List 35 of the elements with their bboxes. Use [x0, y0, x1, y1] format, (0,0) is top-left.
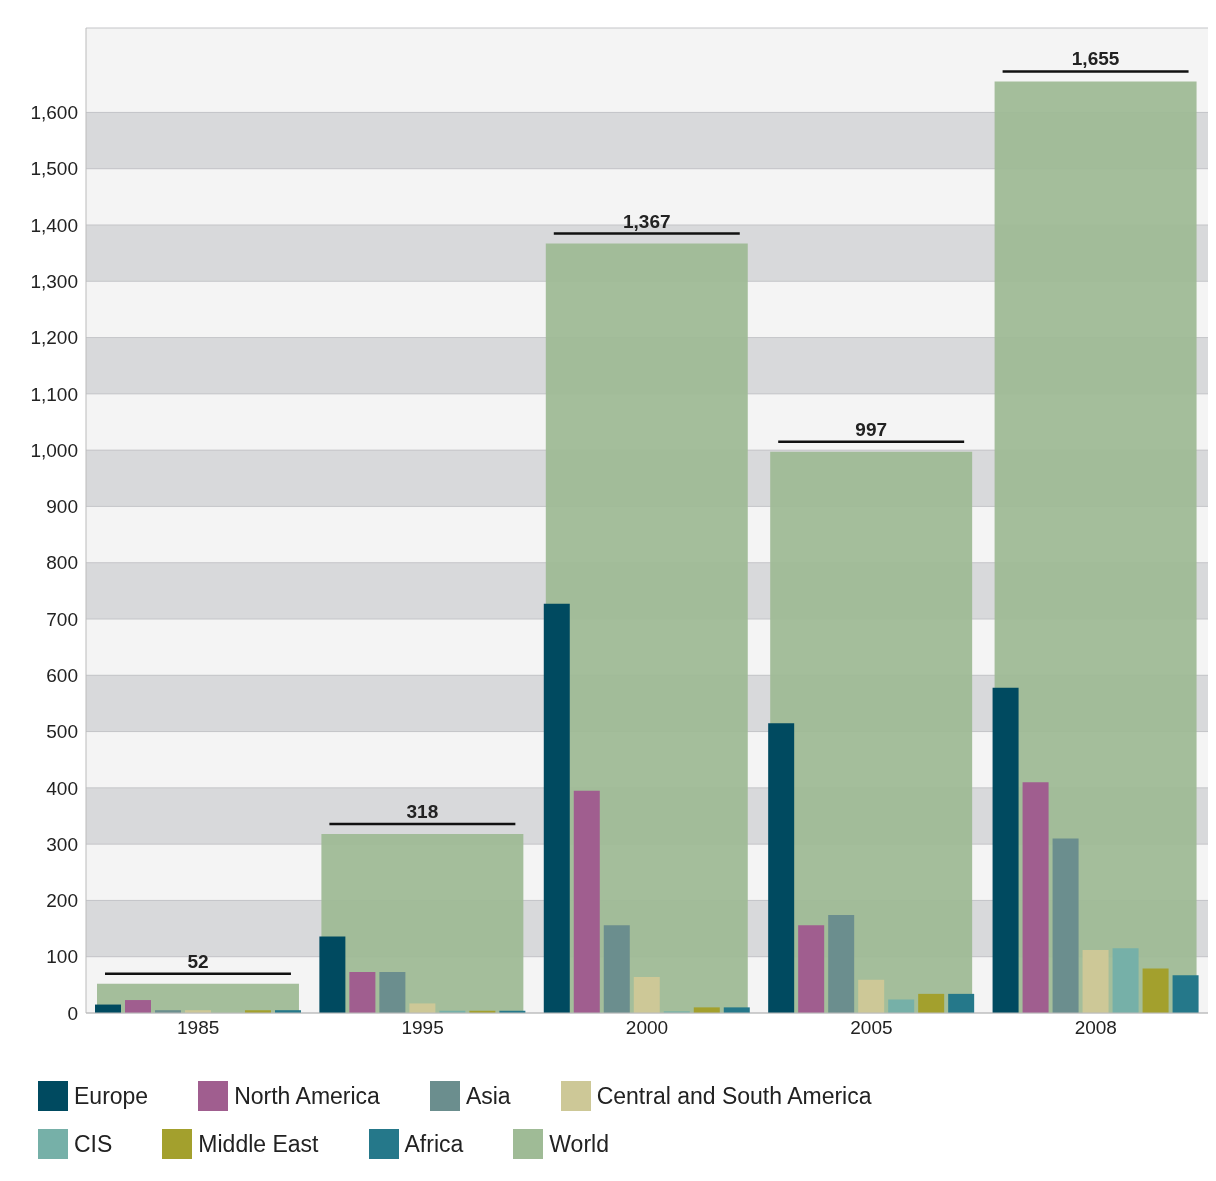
data-label: 318: [406, 801, 439, 823]
legend-label: Europe: [74, 1082, 149, 1110]
y-tick-label: 900: [46, 496, 78, 518]
legend-label: Central and South America: [596, 1082, 872, 1110]
y-tick-label: 600: [46, 665, 78, 687]
y-tick-label: 1,200: [30, 327, 78, 349]
data-label: 1,655: [1071, 48, 1120, 70]
y-tick-label: 1,300: [30, 271, 78, 293]
x-tick-label: 1985: [177, 1017, 220, 1039]
legend-label: World: [549, 1130, 609, 1158]
y-tick-label: 1,100: [30, 383, 78, 405]
y-tick-label: 300: [46, 833, 78, 855]
legend-label: Middle East: [198, 1130, 319, 1158]
y-tick-label: 100: [46, 946, 78, 968]
y-tick-label: 500: [46, 721, 78, 743]
y-tick-label: 1,600: [30, 102, 78, 124]
y-tick-label: 400: [46, 777, 78, 799]
y-tick-label: 1,000: [30, 439, 78, 461]
legend-label: Africa: [404, 1130, 464, 1158]
data-label: 52: [187, 950, 209, 972]
y-tick-label: 200: [46, 890, 78, 912]
y-tick-label: 1,500: [30, 158, 78, 180]
y-tick-label: 0: [67, 1002, 78, 1024]
y-tick-label: 700: [46, 608, 78, 630]
y-tick-label: 800: [46, 552, 78, 574]
y-tick-label: 1,400: [30, 214, 78, 236]
data-label: 997: [855, 418, 888, 440]
legend-label: North America: [234, 1082, 380, 1110]
legend-label: Asia: [465, 1082, 511, 1110]
data-label: 1,367: [623, 210, 671, 232]
x-tick-label: 1995: [401, 1017, 444, 1039]
x-tick-label: 2008: [1074, 1017, 1117, 1039]
x-tick-label: 2005: [850, 1017, 893, 1039]
x-tick-label: 2000: [625, 1017, 669, 1039]
legend-label: CIS: [74, 1130, 113, 1158]
